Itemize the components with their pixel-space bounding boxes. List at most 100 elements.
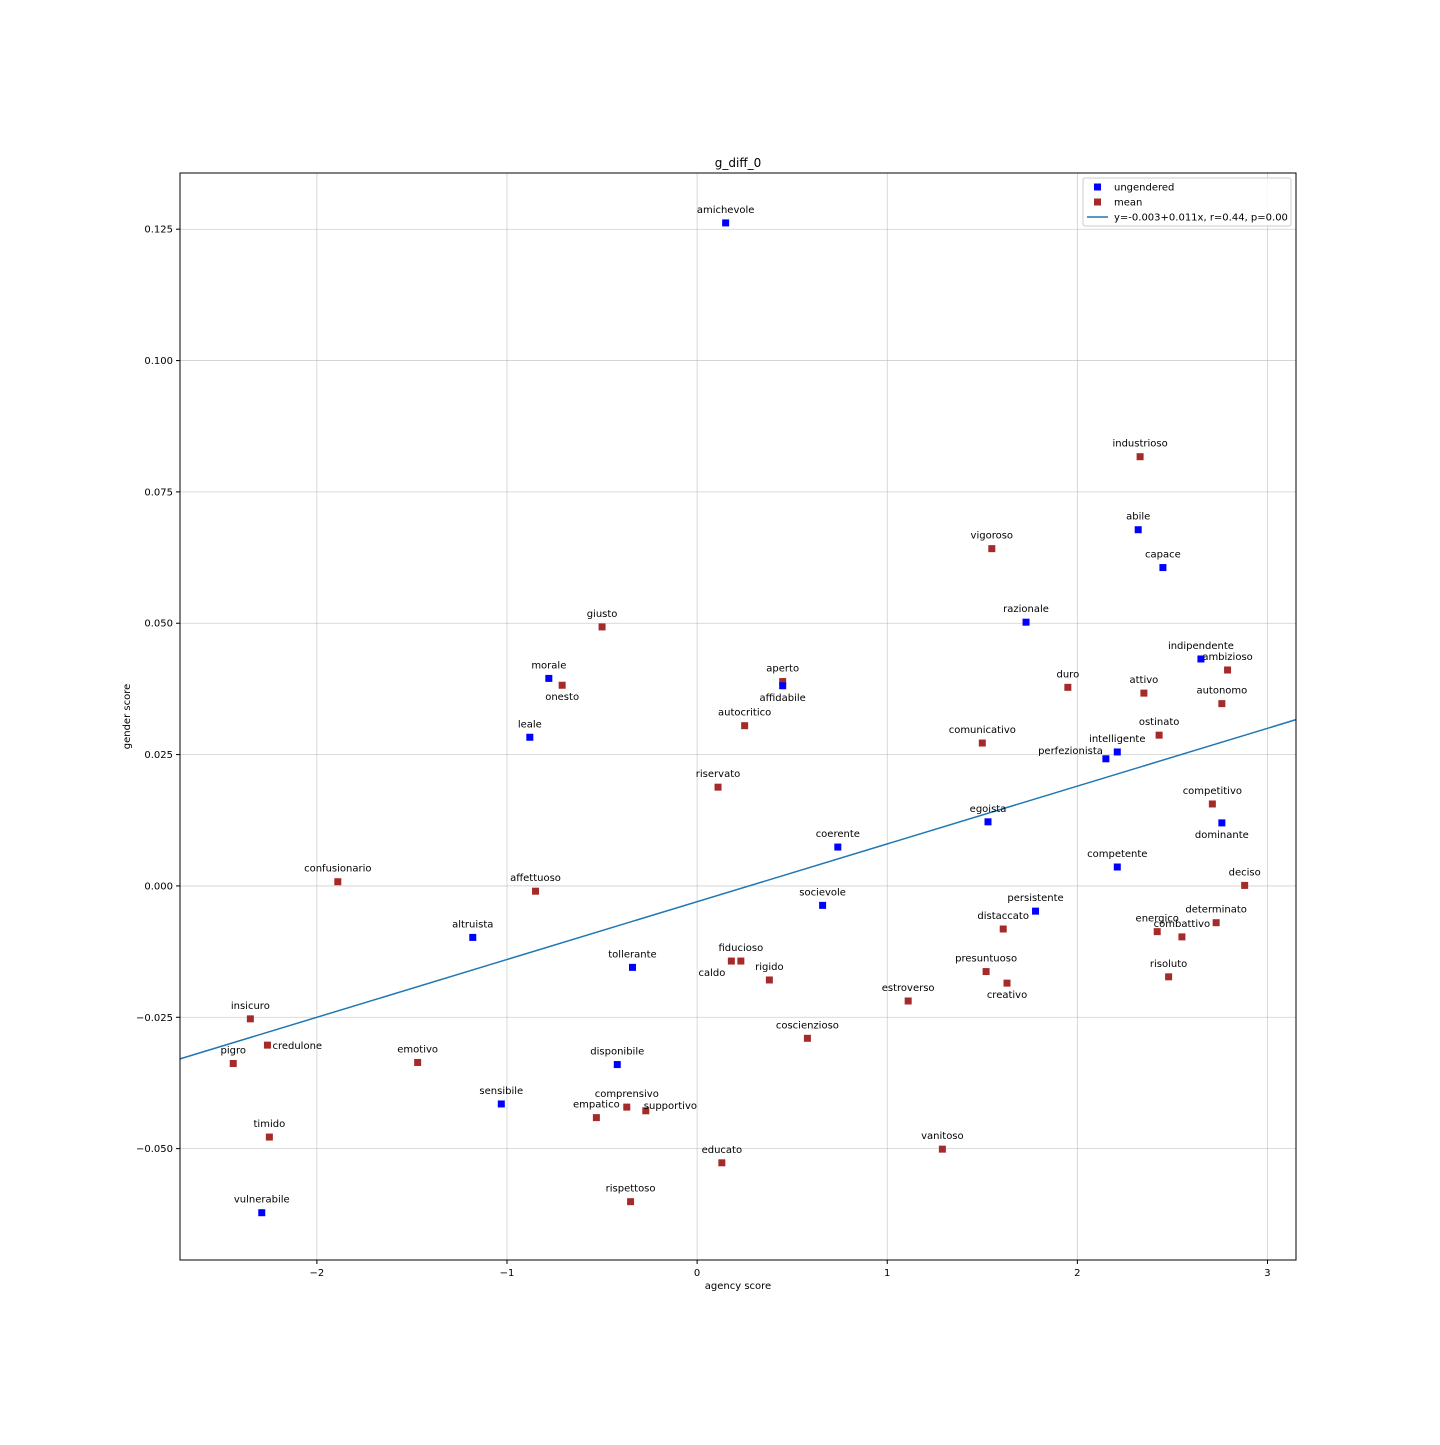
point-label: ambizioso <box>1202 652 1252 663</box>
point-comprensivo <box>623 1103 631 1111</box>
point-affettuoso <box>532 887 540 895</box>
point-empatico <box>592 1114 600 1122</box>
point-label: sensibile <box>479 1086 523 1097</box>
point-coerente <box>834 843 842 851</box>
point-combattivo <box>1178 933 1186 941</box>
point-vanitoso <box>938 1145 946 1153</box>
legend-label-mean: mean <box>1114 198 1142 209</box>
point-label: rispettoso <box>606 1184 656 1195</box>
point-onesto <box>558 681 566 689</box>
point-label: deciso <box>1229 867 1261 878</box>
point-label: tollerante <box>608 949 656 960</box>
x-tick-label: 0 <box>694 1268 700 1279</box>
point-caldo <box>727 957 735 965</box>
point-attivo <box>1140 689 1148 697</box>
point-label: comunicativo <box>949 725 1016 736</box>
point-label: coscienzioso <box>776 1020 839 1031</box>
point-vigoroso <box>988 545 996 553</box>
point-creativo <box>1003 979 1011 987</box>
point-disponibile <box>613 1061 621 1069</box>
x-tick-label: 2 <box>1074 1268 1080 1279</box>
point-label: estroverso <box>882 983 935 994</box>
point-label: emotivo <box>397 1044 438 1055</box>
point-label: supportivo <box>644 1101 697 1112</box>
point-label: duro <box>1057 669 1080 680</box>
point-industrioso <box>1136 453 1144 461</box>
point-label: creativo <box>987 990 1027 1001</box>
point-label: affettuoso <box>510 873 561 884</box>
point-label: aperto <box>766 664 799 675</box>
y-axis-label: gender score <box>122 684 133 750</box>
point-label: persistente <box>1007 893 1063 904</box>
point-supportivo <box>642 1107 650 1115</box>
point-socievole <box>819 901 827 909</box>
point-label: leale <box>518 719 542 730</box>
point-label: fiducioso <box>718 943 763 954</box>
point-label: onesto <box>545 692 579 703</box>
points-layer <box>229 219 1249 1217</box>
point-risoluto <box>1165 973 1173 981</box>
y-tick-label: 0.000 <box>144 881 173 892</box>
point-sensibile <box>497 1100 505 1108</box>
point-label: autonomo <box>1196 686 1247 697</box>
point-timido <box>265 1133 273 1141</box>
point-tollerante <box>628 963 636 971</box>
point-razionale <box>1022 618 1030 626</box>
plot-frame <box>179 172 1297 1261</box>
point-label: educato <box>702 1145 743 1156</box>
ticks-layer: −2 −1 0 1 2 3 −0.050 −0.025 0.000 0.025 0.050 0.075… <box>136 225 1271 1279</box>
point-label: socievole <box>799 887 846 898</box>
point-label: morale <box>531 660 566 671</box>
point-label: comprensivo <box>595 1089 659 1100</box>
grid-layer <box>180 173 1296 1260</box>
point-altruista <box>469 933 477 941</box>
point-label: confusionario <box>304 864 371 875</box>
point-label: pigro <box>220 1046 245 1057</box>
point-competente <box>1113 863 1121 871</box>
legend-marker-ungendered <box>1094 183 1101 191</box>
point-duro <box>1064 683 1072 691</box>
point-label: abile <box>1126 512 1150 523</box>
point-label: presuntuoso <box>955 954 1017 965</box>
point-label: attivo <box>1130 675 1159 686</box>
point-label: razionale <box>1003 604 1049 615</box>
point-affidabile <box>779 682 787 690</box>
x-axis-label: agency score <box>705 1281 771 1292</box>
point-label: vulnerabile <box>234 1195 290 1206</box>
y-tick-label: 0.050 <box>144 619 173 630</box>
x-tick-label: 3 <box>1264 1268 1270 1279</box>
point-label: competitivo <box>1183 786 1242 797</box>
point-leale <box>526 733 534 741</box>
point-label: affidabile <box>760 693 806 704</box>
point-dominante <box>1218 819 1226 827</box>
point-label: amichevole <box>697 205 755 216</box>
y-tick-label: −0.050 <box>136 1144 173 1155</box>
point-label: capace <box>1145 550 1181 561</box>
point-ostinato <box>1155 731 1163 739</box>
point-comunicativo <box>978 739 986 747</box>
y-tick-label: 0.125 <box>144 225 173 236</box>
point-label: competente <box>1087 849 1147 860</box>
chart-title: g_diff_0 <box>715 156 761 170</box>
point-insicuro <box>246 1015 254 1023</box>
point-label: perfezionista <box>1038 746 1103 757</box>
point-ambizioso <box>1224 666 1232 674</box>
y-tick-label: −0.025 <box>136 1013 173 1024</box>
point-label: vanitoso <box>921 1131 964 1142</box>
point-estroverso <box>904 997 912 1005</box>
point-label: indipendente <box>1168 641 1234 652</box>
point-fiducioso <box>737 957 745 965</box>
y-tick-label: 0.025 <box>144 750 173 761</box>
point-label: determinato <box>1185 905 1247 916</box>
point-amichevole <box>722 219 730 227</box>
point-label: giusto <box>587 609 618 620</box>
point-label: dominante <box>1195 830 1249 841</box>
point-confusionario <box>334 878 342 886</box>
point-presuntuoso <box>982 968 990 976</box>
point-label: combattivo <box>1154 919 1211 930</box>
fit-line-layer <box>179 718 1297 1060</box>
point-label: energico <box>1136 914 1179 925</box>
point-label: empatico <box>573 1100 620 1111</box>
point-label: caldo <box>698 968 725 979</box>
